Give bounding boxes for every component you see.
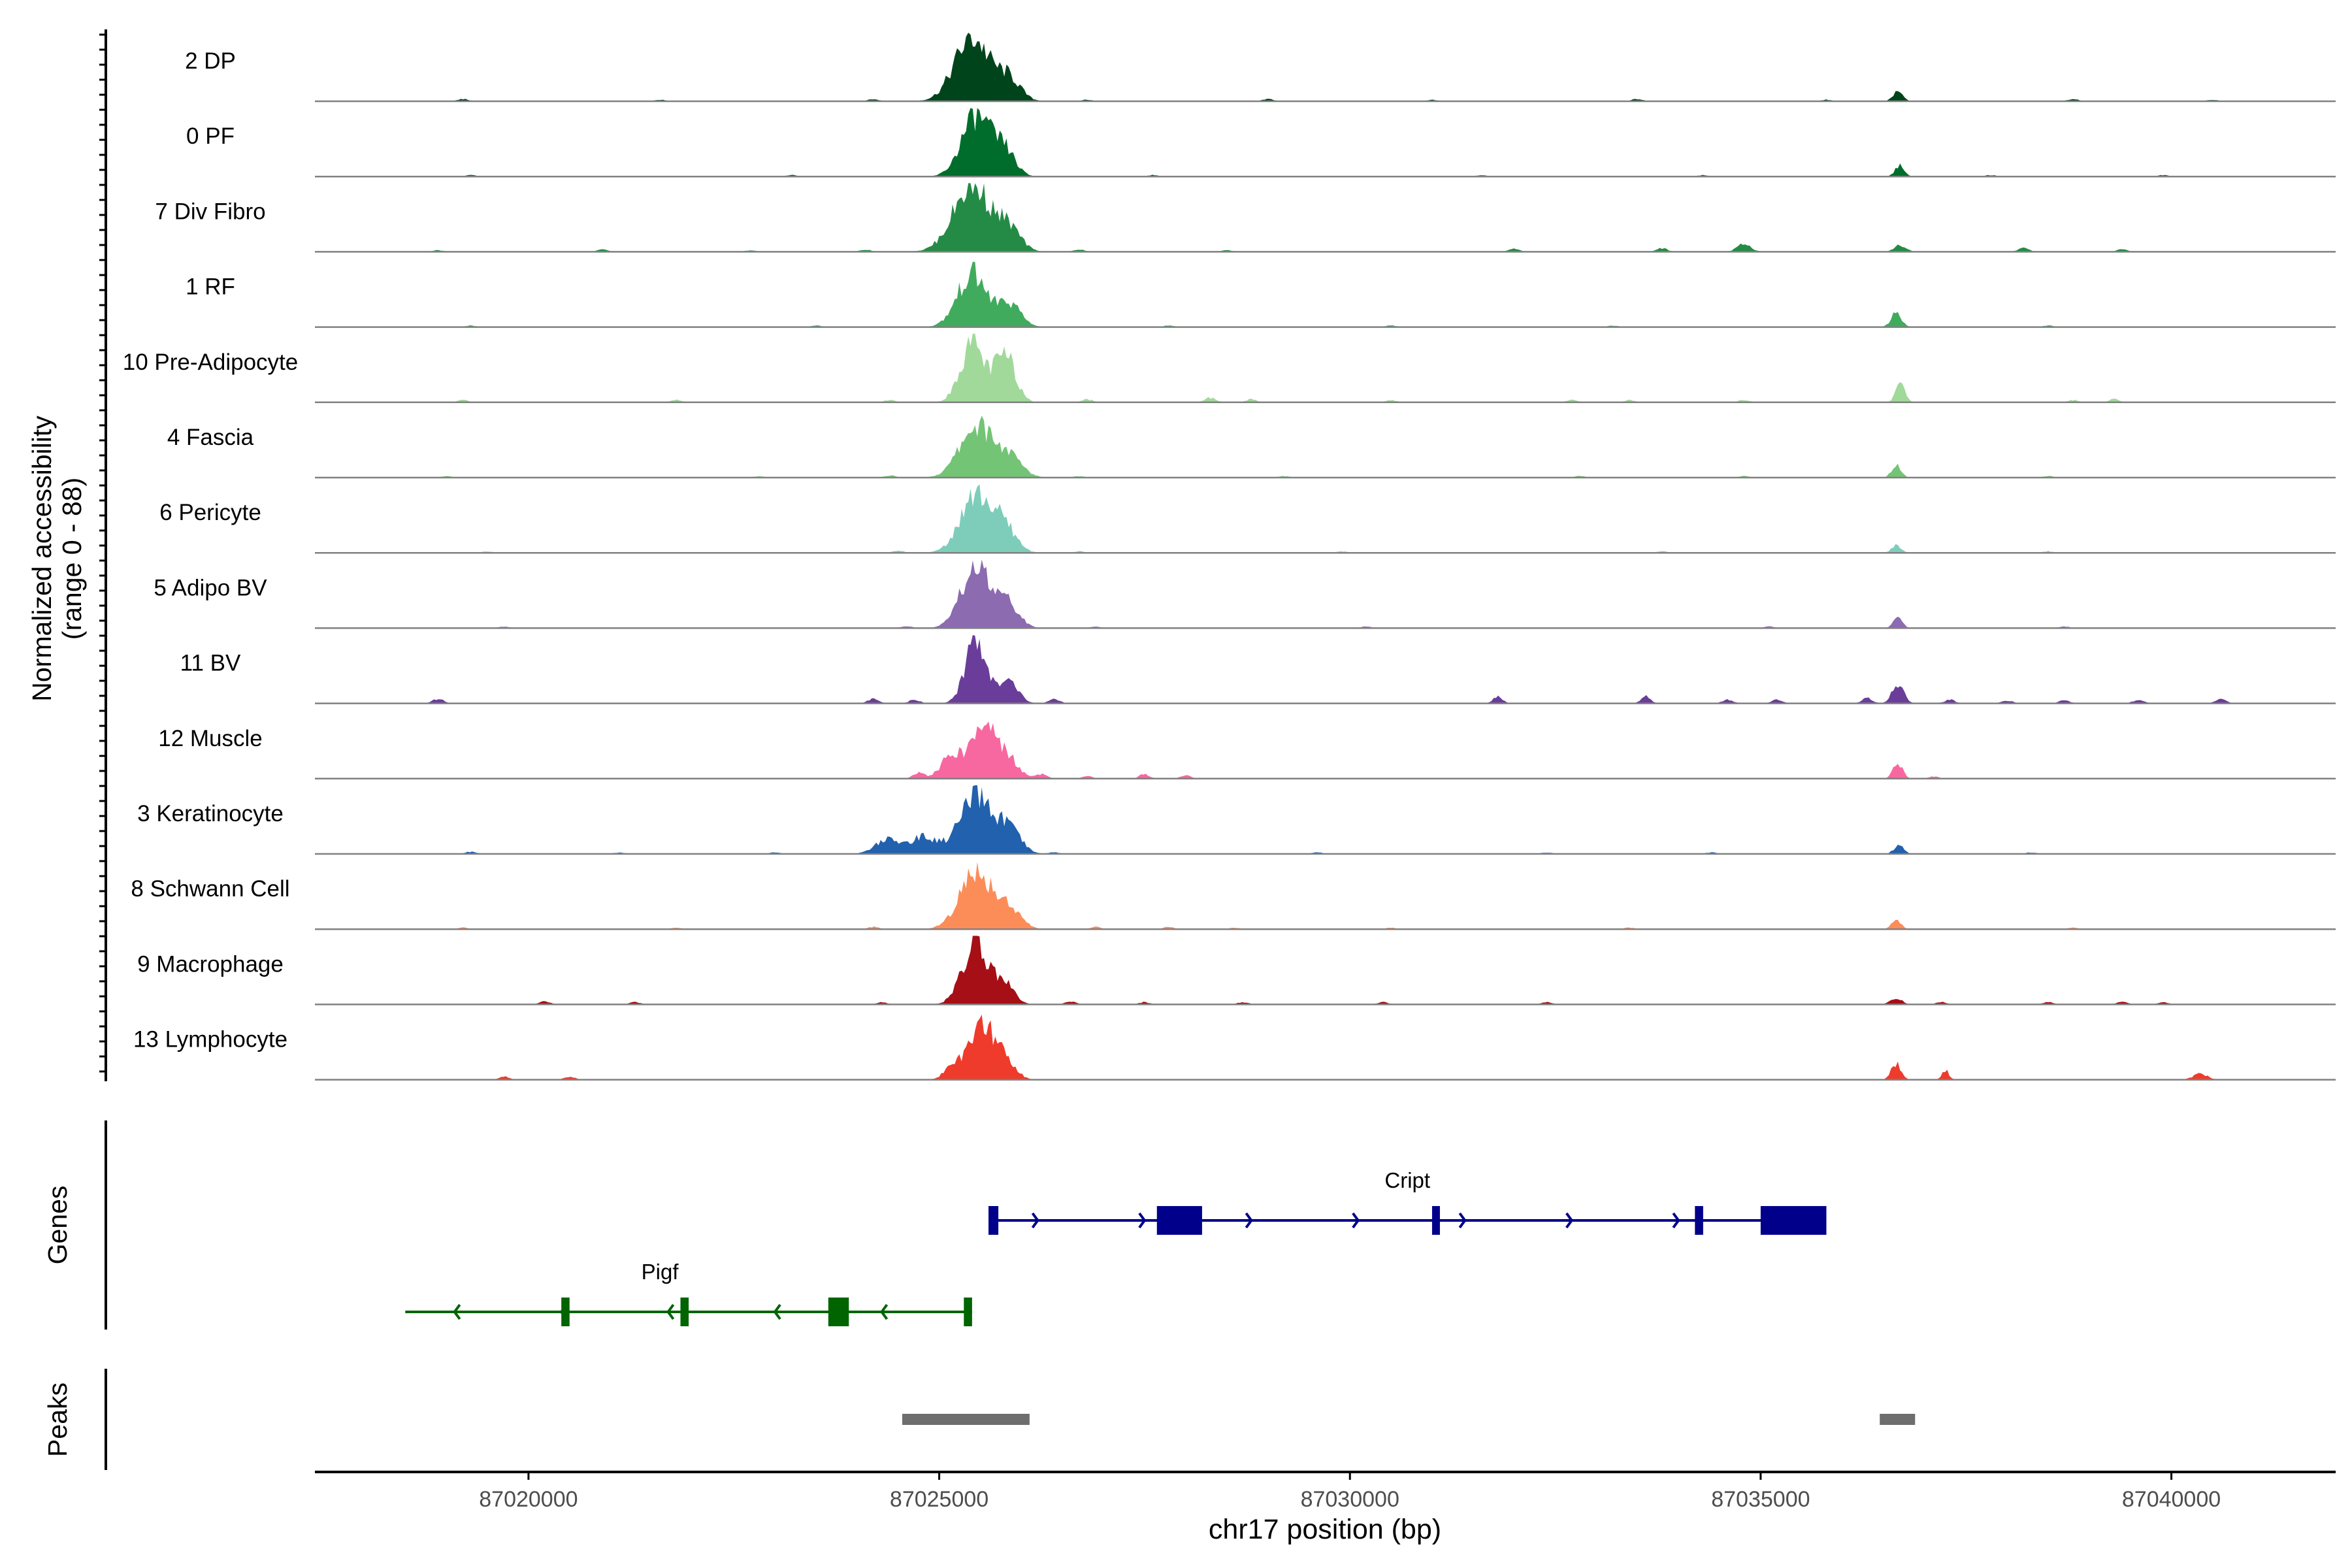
- track-label: 4 Fascia: [167, 425, 254, 450]
- strand-arrow: [1672, 1212, 1680, 1229]
- gene-exon: [1156, 1206, 1202, 1235]
- x-tick-label: 87025000: [890, 1487, 988, 1512]
- genes-panel-label: Genes: [42, 1186, 73, 1265]
- strand-arrow: [773, 1303, 781, 1320]
- strand-arrow: [453, 1303, 461, 1320]
- x-axis-title: chr17 position (bp): [1209, 1514, 1441, 1545]
- strand-arrow: [666, 1303, 675, 1320]
- gene-cript: Cript: [988, 1168, 1827, 1235]
- track-signal-area: [315, 559, 2336, 629]
- track-11-bv: 11 BV: [180, 635, 2336, 704]
- strand-arrow: [1458, 1212, 1467, 1229]
- track-10-pre-adipocyte: 10 Pre-Adipocyte: [123, 333, 2336, 404]
- track-signal-area: [315, 416, 2336, 478]
- track-label: 7 Div Fibro: [155, 199, 265, 224]
- track-signal-area: [315, 108, 2336, 177]
- strand-arrow: [1352, 1212, 1360, 1229]
- track-3-keratinocyte: 3 Keratinocyte: [137, 785, 2336, 855]
- strand-arrow: [1138, 1212, 1147, 1229]
- y-axis-range: (range 0 - 88): [57, 478, 87, 640]
- strand-arrow: [880, 1303, 889, 1320]
- gene-exon: [1431, 1206, 1440, 1235]
- strand-arrow: [1565, 1212, 1574, 1229]
- track-signal-area: [315, 721, 2336, 779]
- track-label: 3 Keratinocyte: [137, 801, 284, 826]
- genes-panel: Cript Pigf: [405, 1168, 1827, 1326]
- track-5-adipo-bv: 5 Adipo BV: [154, 559, 2336, 629]
- peaks-panel-label: Peaks: [42, 1382, 73, 1457]
- gene-exon: [561, 1298, 570, 1326]
- track-8-schwann-cell: 8 Schwann Cell: [131, 862, 2336, 930]
- track-label: 5 Adipo BV: [154, 575, 267, 600]
- gene-exon: [680, 1298, 689, 1326]
- track-7-div-fibro: 7 Div Fibro: [155, 183, 2336, 253]
- x-tick-label: 87035000: [1711, 1487, 1810, 1512]
- track-1-rf: 1 RF: [186, 261, 2336, 328]
- gene-exon: [828, 1298, 849, 1326]
- track-9-macrophage: 9 Macrophage: [137, 936, 2336, 1005]
- x-axis: 87020000 87025000 87030000 87035000 87040000: [315, 1471, 2336, 1512]
- track-signal-area: [315, 183, 2336, 252]
- track-label: 1 RF: [186, 274, 235, 300]
- track-6-pericyte: 6 Pericyte: [159, 484, 2336, 554]
- track-signal-area: [315, 785, 2336, 854]
- track-4-fascia: 4 Fascia: [167, 416, 2336, 479]
- track-2-dp: 2 DP: [185, 33, 2336, 103]
- track-signal-area: [315, 936, 2336, 1005]
- peaks-panel: [902, 1414, 1916, 1425]
- accessibility-tracks: 2 DP 0 PF 7 Div Fibro 1 RF 10 Pre-Adipocyte 4…: [99, 29, 2336, 1081]
- track-label: 8 Schwann Cell: [131, 876, 289, 902]
- gene-exon: [964, 1298, 972, 1326]
- strand-arrow: [1245, 1212, 1253, 1229]
- track-signal-area: [315, 261, 2336, 327]
- gene-name-label: Pigf: [642, 1260, 679, 1284]
- track-label: 9 Macrophage: [137, 951, 284, 977]
- gene-exon: [988, 1206, 999, 1235]
- track-signal-area: [315, 484, 2336, 553]
- track-label: 11 BV: [180, 651, 241, 676]
- peak-region: [902, 1414, 1030, 1425]
- track-13-lymphocyte: 13 Lymphocyte: [133, 1015, 2336, 1081]
- track-signal-area: [315, 862, 2336, 930]
- gene-pigf: Pigf: [405, 1260, 972, 1326]
- x-tick-label: 87040000: [2122, 1487, 2221, 1512]
- y-axis-title: Normalized accessibility: [27, 416, 57, 702]
- gene-exon: [1695, 1206, 1703, 1235]
- peak-region: [1880, 1414, 1916, 1425]
- x-tick-label: 87020000: [479, 1487, 578, 1512]
- track-label: 13 Lymphocyte: [133, 1027, 287, 1053]
- strand-arrow: [1031, 1212, 1039, 1229]
- gene-name-label: Cript: [1384, 1168, 1430, 1192]
- track-label: 0 PF: [186, 123, 235, 149]
- track-label: 10 Pre-Adipocyte: [123, 350, 298, 375]
- track-0-pf: 0 PF: [186, 108, 2336, 178]
- track-signal-area: [315, 33, 2336, 101]
- track-signal-area: [315, 1015, 2336, 1080]
- track-12-muscle: 12 Muscle: [158, 721, 2336, 780]
- track-signal-area: [315, 635, 2336, 704]
- track-label: 6 Pericyte: [159, 500, 261, 525]
- track-label: 2 DP: [185, 48, 236, 74]
- track-signal-area: [315, 333, 2336, 402]
- x-tick-label: 87030000: [1301, 1487, 1399, 1512]
- gene-exon: [1760, 1206, 1827, 1235]
- track-label: 12 Muscle: [158, 726, 263, 751]
